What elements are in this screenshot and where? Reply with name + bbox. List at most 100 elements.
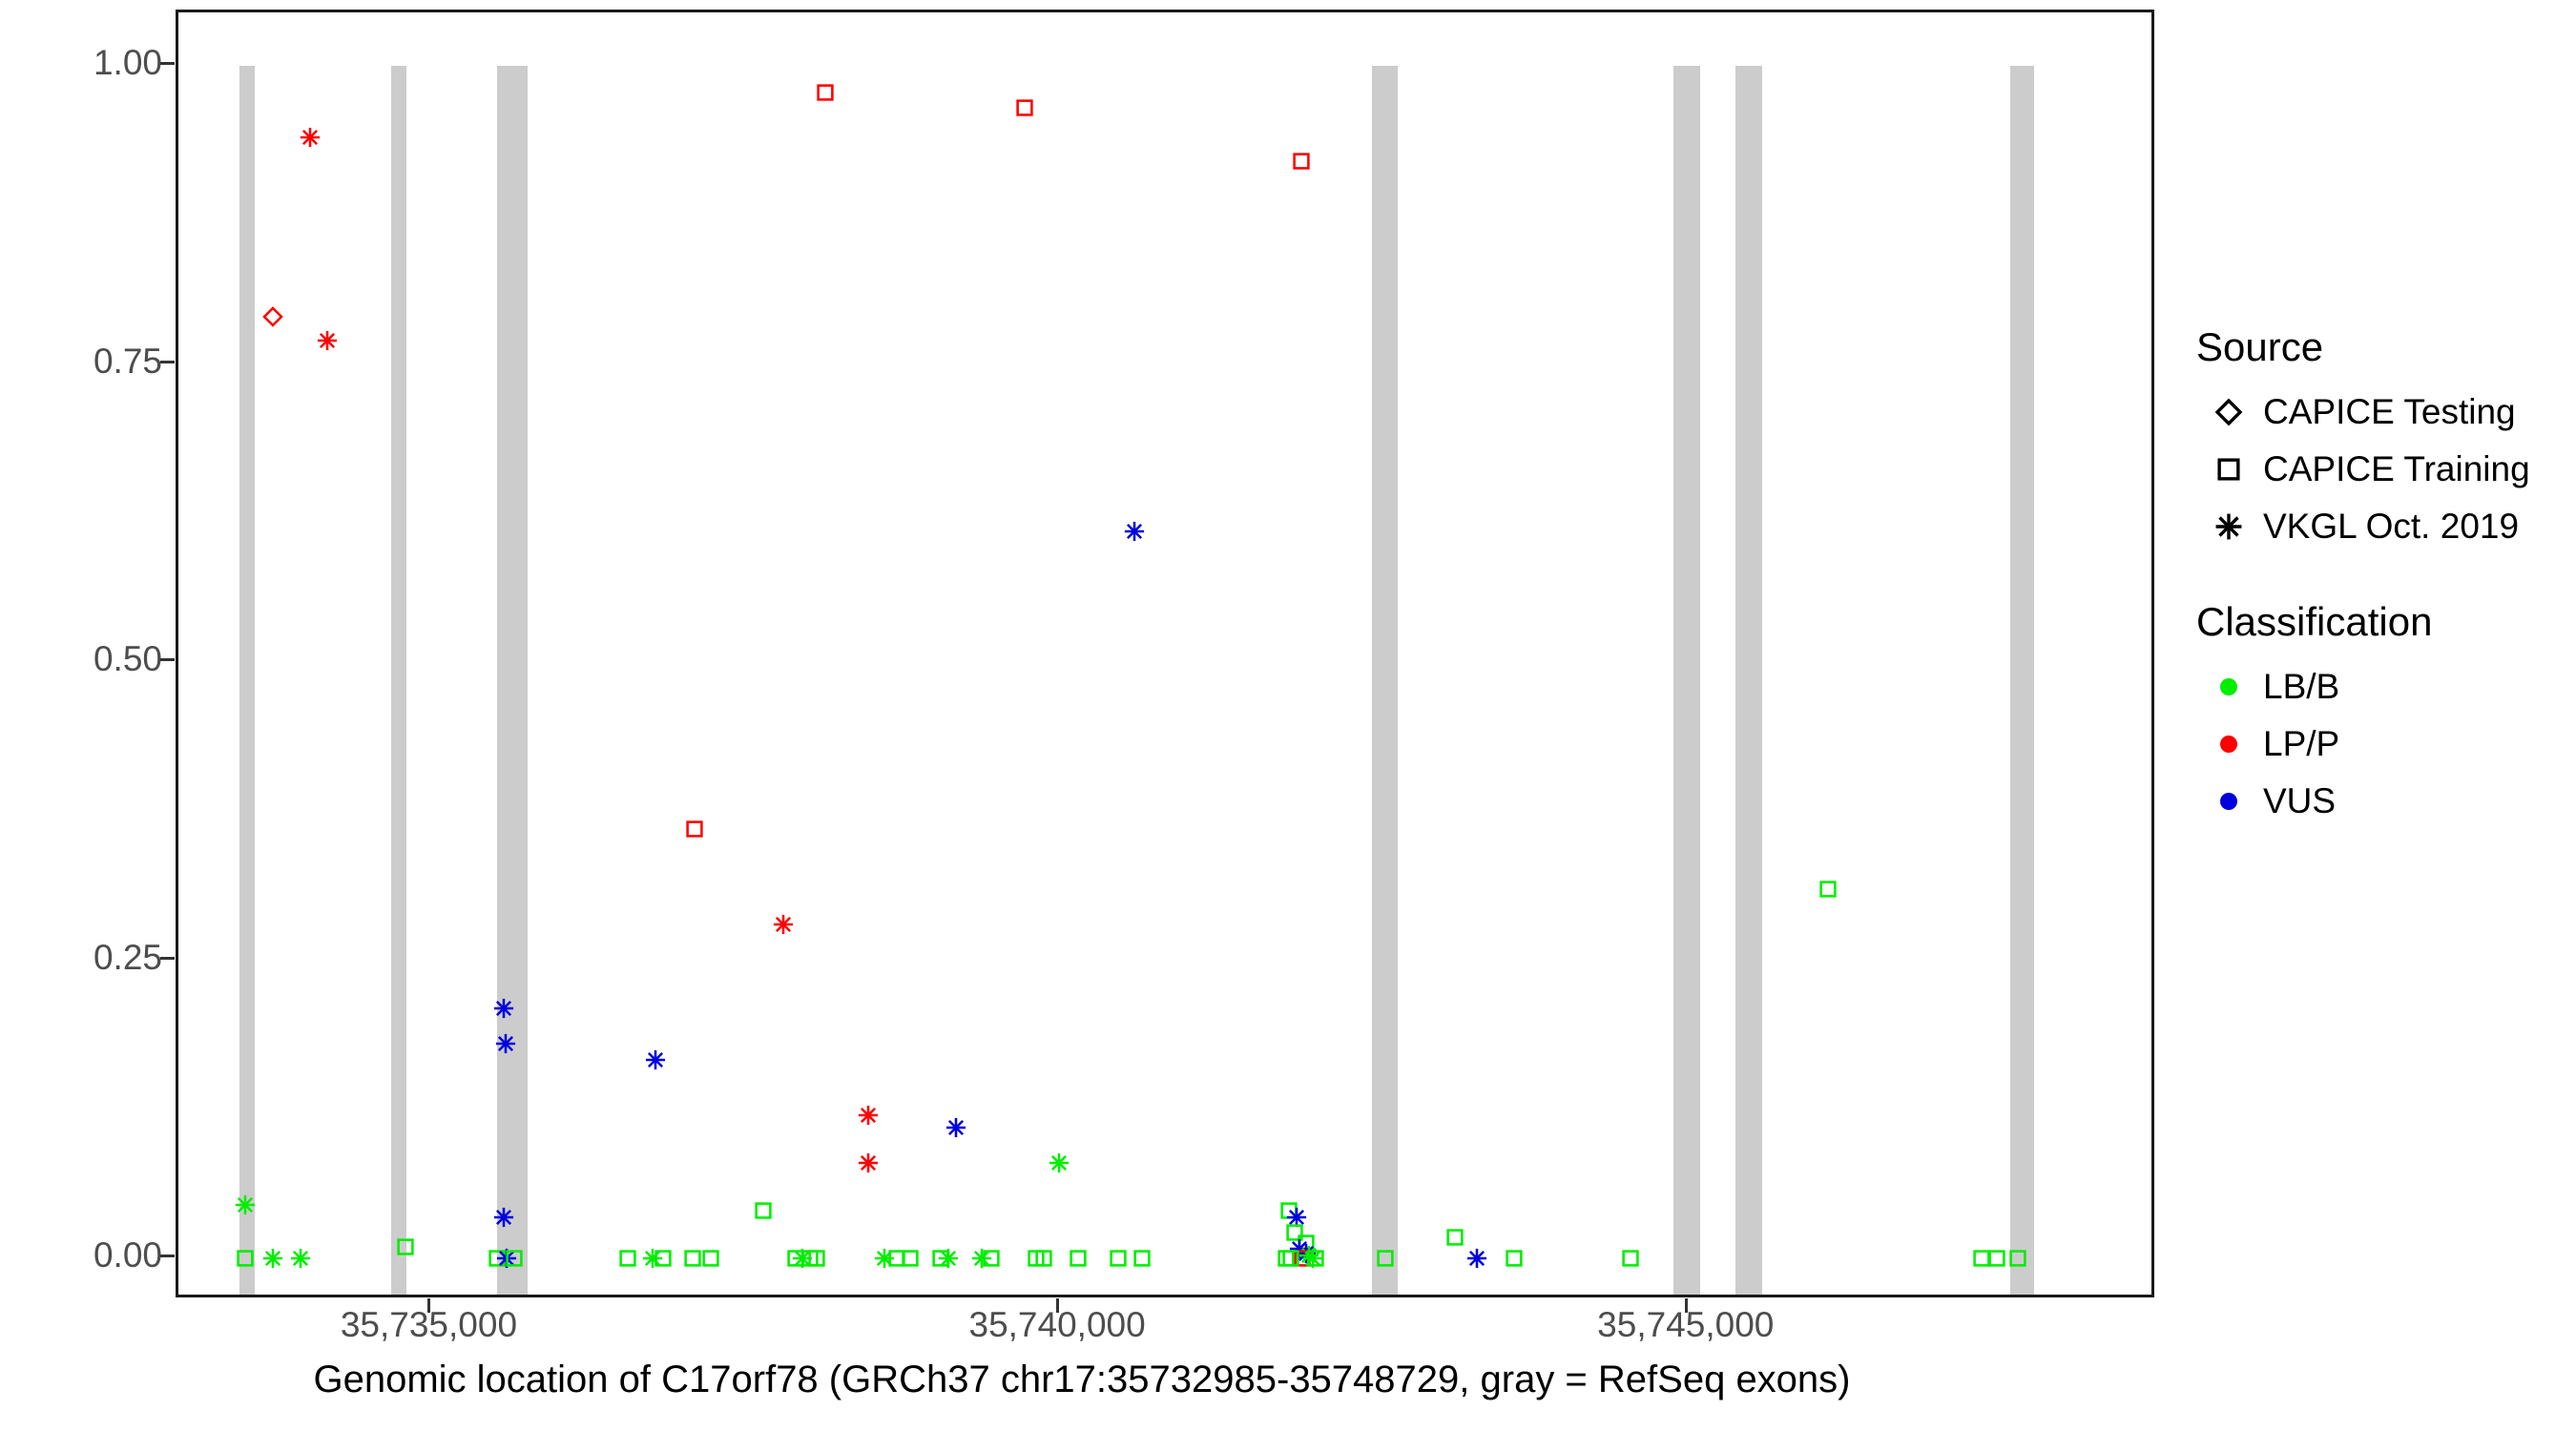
data-point: [1463, 1244, 1491, 1273]
y-tick-label: 0.75: [93, 341, 162, 381]
data-point: [641, 1046, 670, 1074]
data-point: [883, 1244, 911, 1273]
data-point: [854, 1101, 883, 1130]
data-point: [1280, 1218, 1309, 1247]
data-point: [1814, 875, 1842, 903]
exon-band: [1735, 66, 1763, 1295]
data-point: [1983, 1244, 2011, 1273]
data-point: [1064, 1244, 1092, 1273]
data-point: [259, 302, 287, 331]
data-point: [1010, 93, 1039, 122]
color-legend-title: Classification: [2196, 599, 2433, 644]
exon-band: [1371, 66, 1399, 1295]
legend-label: LP/P: [2263, 724, 2340, 763]
data-point: [1295, 1241, 1323, 1270]
data-point: [680, 815, 709, 843]
x-tick-mark: [1684, 1298, 1688, 1313]
legend-marker-icon: [2194, 450, 2263, 488]
data-point: [1275, 1196, 1303, 1225]
legend-label: VKGL Oct. 2019: [2263, 507, 2520, 546]
y-tick-mark: [160, 62, 175, 66]
y-tick-mark: [160, 658, 175, 662]
data-point: [1292, 1229, 1320, 1257]
data-point: [854, 1149, 883, 1177]
data-point: [1029, 1244, 1058, 1273]
data-point: [1301, 1244, 1330, 1273]
data-point: [1128, 1244, 1156, 1273]
legend-label: CAPICE Training: [2263, 449, 2530, 488]
data-point: [1441, 1223, 1469, 1252]
y-tick-mark: [160, 956, 175, 960]
data-point: [1272, 1244, 1300, 1273]
data-point: [1282, 1203, 1311, 1232]
color-legend-item[interactable]: VUS: [2194, 773, 2576, 830]
shape-legend-title: Source: [2196, 324, 2324, 369]
data-point: [1292, 1239, 1320, 1268]
data-point: [259, 1244, 287, 1273]
y-tick-label: 0.50: [93, 639, 162, 679]
shape-legend-item[interactable]: VKGL Oct. 2019: [2194, 498, 2576, 555]
data-point: [1298, 1244, 1327, 1273]
data-point: [1104, 1244, 1132, 1273]
x-tick-mark: [1056, 1298, 1060, 1313]
exon-band: [391, 66, 407, 1295]
x-axis-title: Genomic location of C17orf78 (GRCh37 chr…: [313, 1358, 1851, 1400]
data-point: [1288, 1244, 1317, 1273]
data-point: [942, 1113, 970, 1142]
data-point: [926, 1244, 955, 1273]
legend-marker-icon: [2194, 725, 2263, 763]
data-point: [678, 1244, 707, 1273]
exon-band: [496, 66, 528, 1295]
legend-marker-icon: [2194, 782, 2263, 820]
color-legend: LB/B LP/P VUS: [2194, 658, 2576, 830]
exon-band: [2010, 66, 2035, 1295]
y-tick-label: 0.25: [93, 937, 162, 977]
data-point: [781, 1244, 810, 1273]
plot-panel: [176, 10, 2154, 1297]
data-point: [769, 910, 798, 939]
legend-label: CAPICE Testing: [2263, 392, 2516, 431]
data-point: [649, 1244, 677, 1273]
data-point: [1277, 1244, 1305, 1273]
y-tick-mark: [160, 360, 175, 363]
exon-band: [1672, 66, 1701, 1295]
data-point: [870, 1244, 899, 1273]
y-tick-mark: [160, 1255, 175, 1258]
data-point: [1500, 1244, 1528, 1273]
data-point: [967, 1244, 996, 1273]
data-point: [749, 1196, 778, 1225]
data-point: [1967, 1244, 1996, 1273]
x-tick-mark: [427, 1298, 431, 1313]
legend-marker-icon: [2194, 508, 2263, 546]
legend-marker-icon: [2194, 668, 2263, 706]
y-tick-label: 0.00: [93, 1235, 162, 1275]
plot-area: [178, 12, 2151, 1295]
shape-legend-item[interactable]: CAPICE Testing: [2194, 384, 2576, 441]
data-point: [296, 123, 324, 152]
shape-legend-item[interactable]: CAPICE Training: [2194, 441, 2576, 498]
data-point: [934, 1244, 963, 1273]
legend-label: LB/B: [2263, 667, 2340, 706]
data-point: [696, 1244, 725, 1273]
data-point: [796, 1244, 824, 1273]
color-legend-item[interactable]: LP/P: [2194, 716, 2576, 773]
data-point: [977, 1244, 1006, 1273]
data-point: [896, 1244, 924, 1273]
legend-label: VUS: [2263, 781, 2337, 820]
data-point: [313, 326, 342, 355]
color-legend-item[interactable]: LB/B: [2194, 658, 2576, 716]
data-point: [811, 78, 840, 107]
data-point: [1045, 1149, 1073, 1177]
data-point: [1022, 1244, 1050, 1273]
y-tick-label: 1.00: [93, 43, 162, 83]
data-point: [802, 1244, 831, 1273]
legend-marker-icon: [2194, 393, 2263, 431]
data-point: [638, 1244, 667, 1273]
legend-spacer: [2194, 555, 2576, 599]
y-axis-tick-labels: 0.00 0.25 0.50 0.75 1.00: [38, 0, 162, 1431]
legend-container: Source CAPICE Testing CAPICE Training VKGL…: [2194, 324, 2576, 830]
data-point: [1287, 147, 1316, 176]
data-point: [788, 1244, 817, 1273]
data-point: [1285, 1234, 1314, 1263]
